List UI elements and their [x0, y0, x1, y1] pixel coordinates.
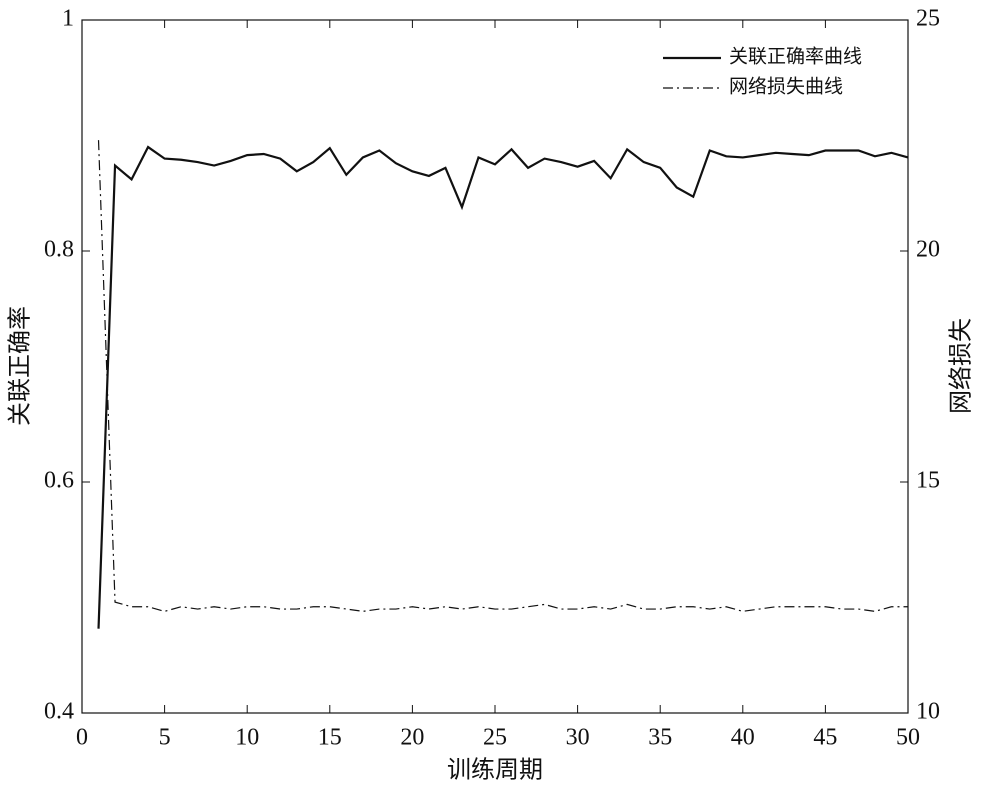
x-tick-label: 30	[566, 725, 590, 751]
x-tick-label: 20	[400, 725, 424, 751]
y2-tick-label: 15	[916, 468, 940, 494]
y2-tick-label: 10	[916, 699, 940, 725]
x-tick-label: 25	[483, 725, 507, 751]
x-tick-label: 10	[235, 725, 259, 751]
y2-axis-label: 网络损失	[948, 318, 975, 414]
y-tick-label: 0.4	[44, 699, 74, 725]
x-axis-label: 训练周期	[447, 757, 543, 784]
legend-label: 网络损失曲线	[729, 75, 843, 97]
x-tick-label: 50	[896, 725, 920, 751]
x-tick-label: 0	[76, 725, 88, 751]
x-tick-label: 5	[159, 725, 171, 751]
y2-tick-label: 20	[916, 237, 940, 263]
legend-label: 关联正确率曲线	[729, 45, 862, 67]
y-axis-label: 关联正确率	[7, 306, 34, 426]
y-tick-label: 0.8	[44, 237, 74, 263]
y2-tick-label: 25	[916, 6, 940, 32]
x-tick-label: 35	[648, 725, 672, 751]
x-tick-label: 40	[731, 725, 755, 751]
data-line	[97, 145, 909, 629]
x-tick-label: 15	[318, 725, 342, 751]
y-tick-label: 1	[62, 6, 74, 32]
x-tick-label: 45	[813, 725, 837, 751]
y-tick-label: 0.6	[44, 468, 74, 494]
data-line	[97, 140, 908, 612]
